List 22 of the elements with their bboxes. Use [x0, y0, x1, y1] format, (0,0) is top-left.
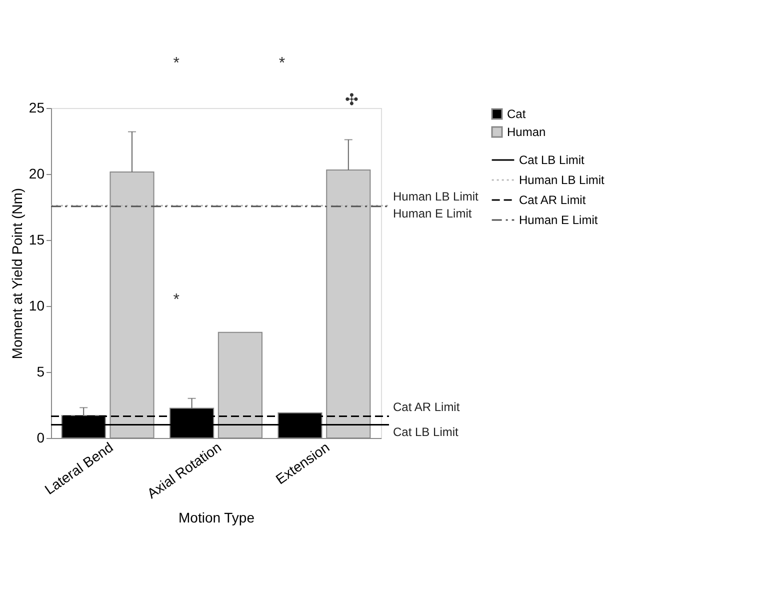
- y-tick-label: 0: [36, 430, 45, 446]
- text: *: [278, 55, 286, 72]
- text: Human LB Limit: [519, 173, 604, 187]
- y-tick-label: 10: [28, 298, 45, 314]
- text: Cat AR Limit: [519, 193, 586, 207]
- y-tick-label: 20: [28, 166, 45, 182]
- legend-label: Cat: [507, 107, 526, 121]
- text: *: [173, 55, 180, 72]
- ref-line-label: Cat AR Limit: [393, 400, 460, 414]
- text: Cat LB Limit: [519, 153, 584, 167]
- ref-line-label: Human LB Limit: [393, 190, 480, 204]
- ref-line-label: Cat LB Limit: [393, 424, 460, 439]
- y-tick-label: 25: [28, 100, 45, 116]
- annotation: *: [173, 291, 180, 308]
- ref-line-label: Human E Limit: [393, 206, 472, 220]
- annotation: ✣: [344, 92, 358, 109]
- legend-label: Human: [507, 125, 546, 139]
- y-axis-title: Moment at Yield Point (Nm): [8, 188, 25, 360]
- y-tick-label: 5: [36, 364, 45, 380]
- y-tick-label: 15: [28, 232, 45, 248]
- x-axis-title: Motion Type: [178, 510, 255, 526]
- text: Human E Limit: [519, 213, 598, 227]
